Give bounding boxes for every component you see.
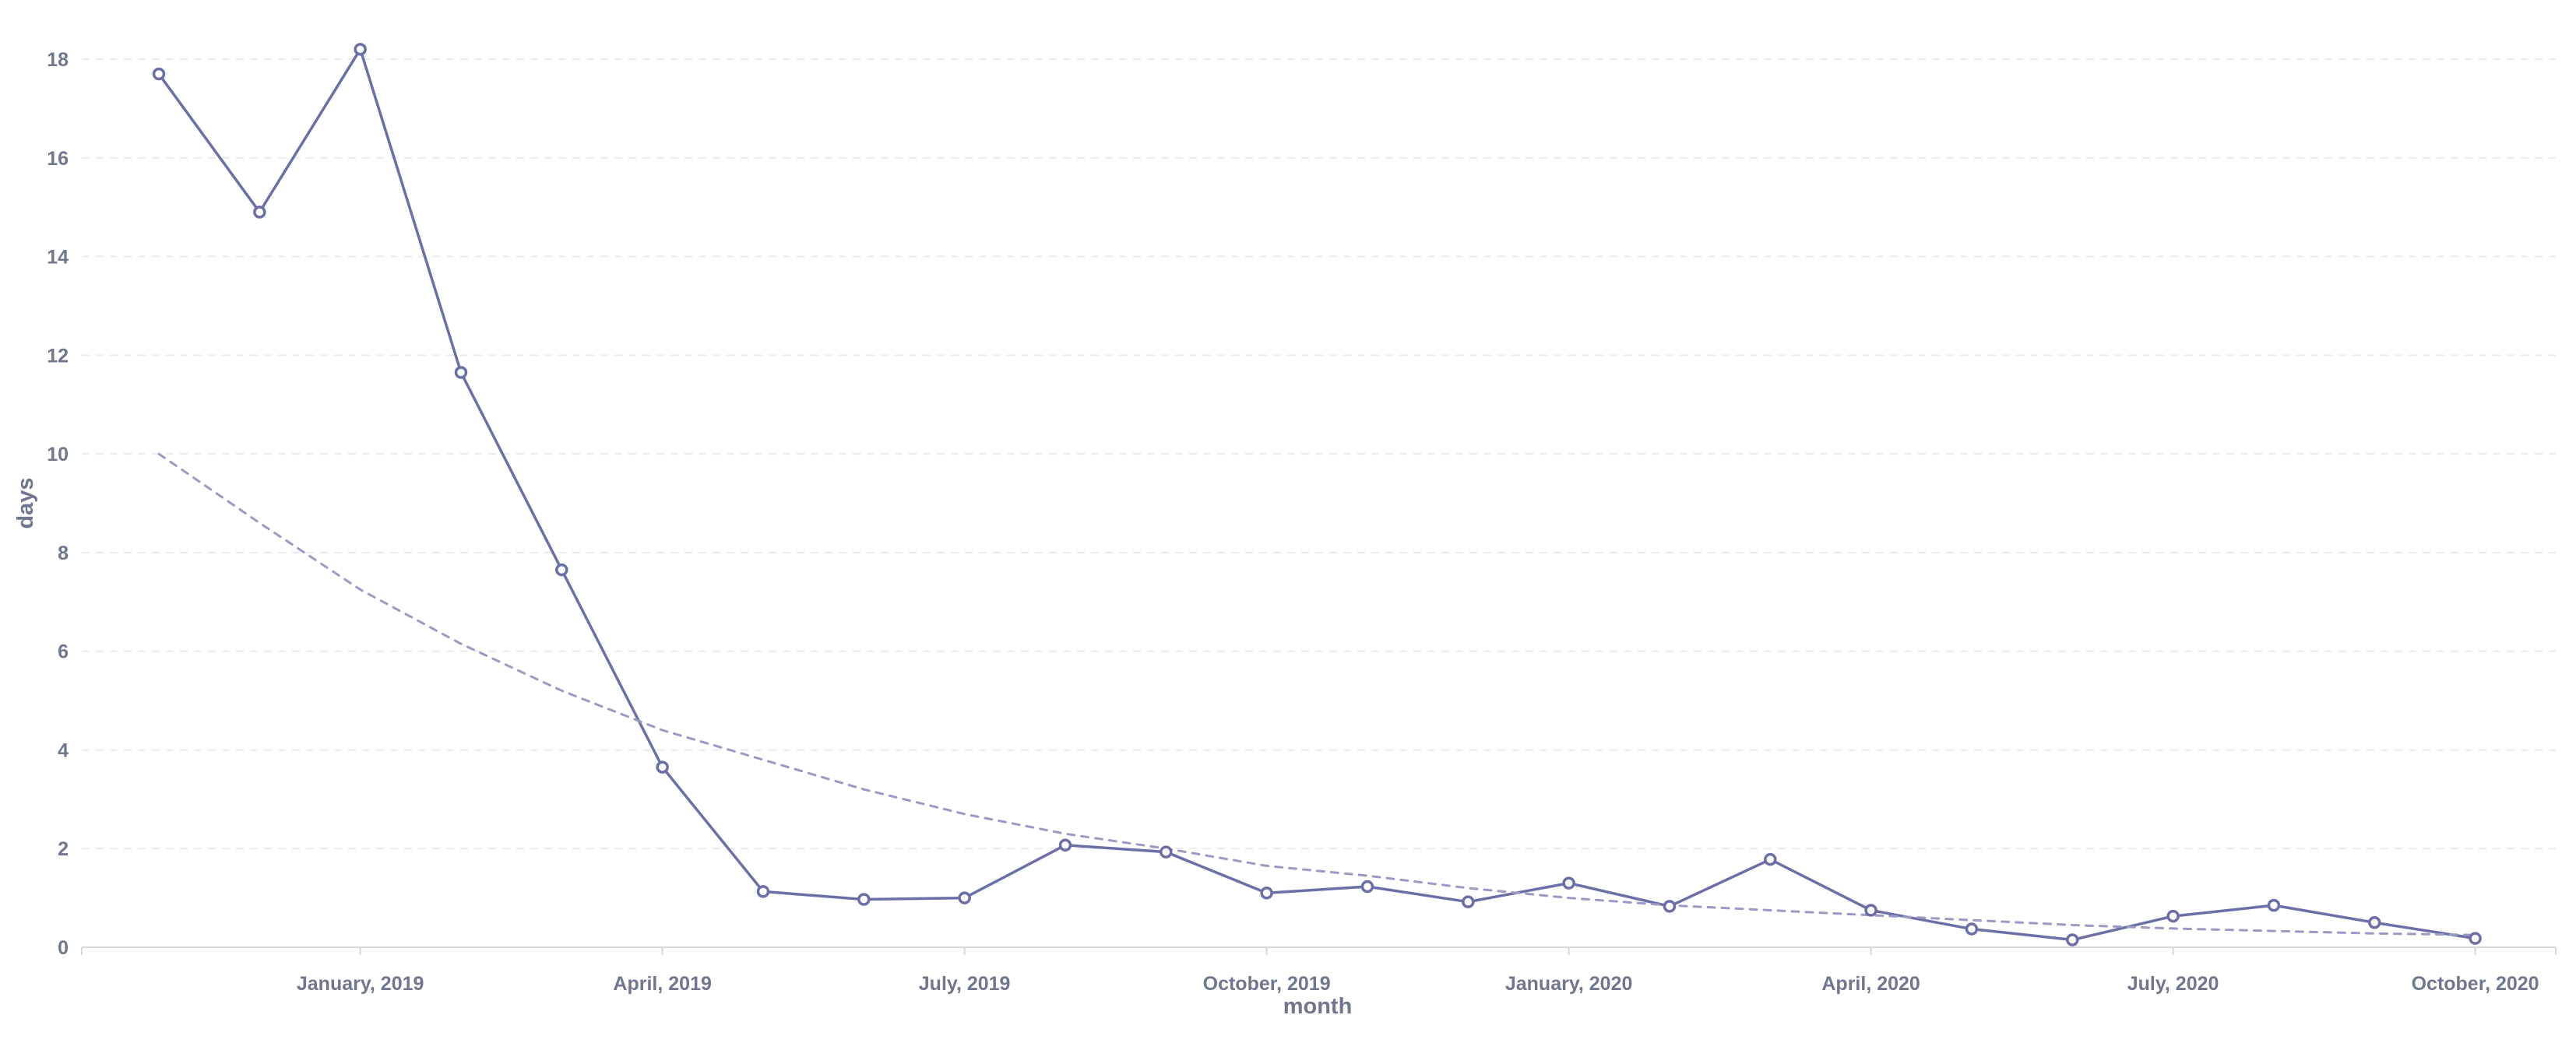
x-axis-title: month	[1283, 994, 1353, 1019]
data-point[interactable]	[555, 563, 568, 577]
axes: 0 2 4 6 8 10 12 14 16 18 January, 2019 April, 2019 J…	[47, 49, 2557, 995]
series-lines	[157, 47, 2477, 942]
y-tick-label: 2	[58, 838, 69, 860]
data-point[interactable]	[2368, 916, 2381, 929]
data-point[interactable]	[1360, 880, 1374, 894]
x-tick-label: October, 2020	[2412, 973, 2539, 995]
data-point[interactable]	[454, 366, 468, 379]
y-tick-label: 8	[58, 543, 69, 564]
data-point[interactable]	[1058, 838, 1072, 852]
x-tick-label: April, 2020	[1821, 973, 1920, 995]
y-tick-label: 12	[47, 345, 69, 367]
y-tick-label: 18	[47, 49, 69, 71]
x-tick-label: July, 2020	[2127, 973, 2219, 995]
data-point[interactable]	[1764, 852, 1777, 866]
data-point[interactable]	[958, 891, 971, 904]
data-point[interactable]	[857, 893, 871, 906]
data-point[interactable]	[656, 760, 669, 774]
data-point[interactable]	[1462, 895, 1475, 908]
x-tick-label: July, 2019	[919, 973, 1011, 995]
x-tick-label: January, 2019	[297, 973, 424, 995]
trend-line	[157, 452, 2477, 936]
data-point[interactable]	[1864, 904, 1877, 917]
y-tick-label: 10	[47, 444, 69, 465]
data-point[interactable]	[354, 43, 367, 56]
data-point[interactable]	[756, 885, 770, 898]
y-tick-label: 4	[58, 739, 69, 761]
x-tick-label: October, 2019	[1203, 973, 1331, 995]
y-axis-title: days	[13, 477, 38, 529]
data-point[interactable]	[2166, 909, 2180, 923]
data-point[interactable]	[1562, 876, 1575, 890]
data-point[interactable]	[2469, 932, 2482, 945]
data-point[interactable]	[1965, 922, 1979, 936]
data-point[interactable]	[1160, 845, 1173, 859]
grid-lines	[82, 58, 2556, 850]
x-tick-label: January, 2020	[1505, 973, 1633, 995]
data-point[interactable]	[1260, 887, 1273, 900]
y-tick-label: 16	[47, 148, 69, 170]
data-point[interactable]	[253, 205, 266, 219]
y-tick-label: 0	[58, 937, 69, 959]
data-points	[152, 43, 2482, 946]
x-tick-label: April, 2019	[613, 973, 711, 995]
series-line	[157, 47, 2477, 942]
data-point[interactable]	[152, 67, 166, 81]
data-point[interactable]	[2066, 933, 2079, 946]
y-tick-label: 6	[58, 641, 69, 663]
y-tick-label: 14	[47, 247, 69, 269]
data-point[interactable]	[2267, 898, 2281, 912]
data-point[interactable]	[1663, 900, 1677, 913]
